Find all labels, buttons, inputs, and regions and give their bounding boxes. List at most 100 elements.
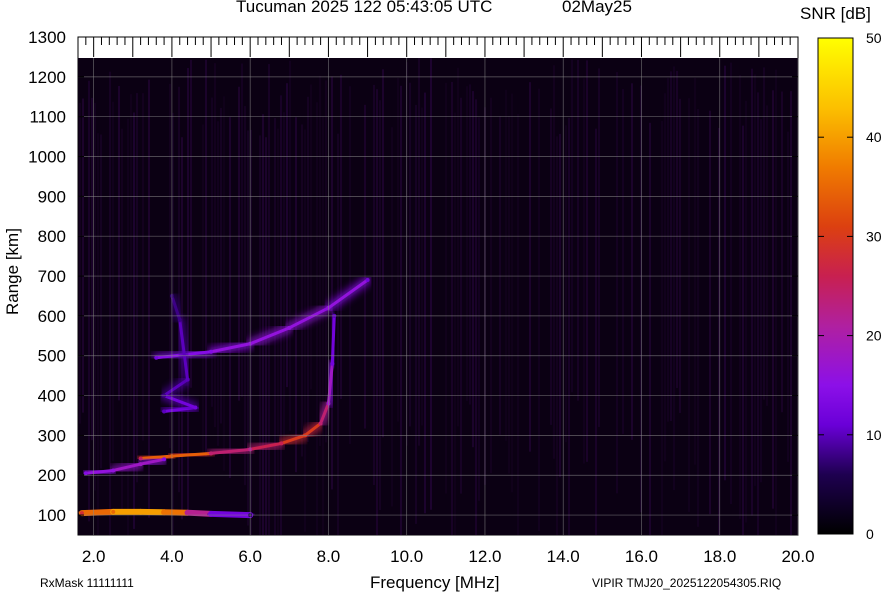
- trace-segment: [84, 468, 115, 475]
- y-tick-label: 200: [38, 466, 66, 485]
- trace-point: [138, 462, 143, 467]
- noise-columns: [79, 58, 792, 535]
- trace-point: [185, 510, 190, 515]
- noise-column: [673, 66, 675, 491]
- trace-point: [318, 421, 323, 426]
- trace-segment: [248, 326, 291, 346]
- trace-segment: [326, 362, 334, 406]
- trace-point: [79, 511, 84, 516]
- noise-column: [340, 74, 342, 399]
- x-tick-label: 18.0: [703, 547, 736, 566]
- x-tick-label: 14.0: [547, 547, 580, 566]
- noise-column: [238, 86, 240, 401]
- noise-column: [466, 86, 468, 401]
- noise-column: [172, 112, 174, 535]
- x-tick-label: 2.0: [82, 547, 106, 566]
- noise-column: [217, 121, 219, 446]
- trace-point: [185, 377, 190, 382]
- noise-column: [553, 65, 555, 459]
- noise-column: [148, 79, 150, 518]
- x-tick-label: 10.0: [390, 547, 423, 566]
- axis-ticks: [77, 36, 799, 516]
- noise-column: [505, 89, 507, 441]
- y-tick-label: 800: [38, 227, 66, 246]
- noise-column: [379, 100, 381, 511]
- noise-column: [178, 86, 180, 493]
- x-tick-label: 16.0: [625, 547, 658, 566]
- colorbar-tick-label: 20: [866, 328, 882, 344]
- grid-lines: [78, 58, 799, 535]
- y-tick-label: 900: [38, 187, 66, 206]
- noise-column: [556, 136, 558, 535]
- trace-point: [209, 451, 214, 456]
- noise-column: [751, 68, 753, 516]
- noise-column: [679, 98, 681, 413]
- noise-column: [550, 108, 552, 425]
- noise-column: [223, 96, 225, 471]
- trace-point: [279, 441, 284, 446]
- noise-column: [250, 129, 252, 535]
- trace-segment: [162, 378, 190, 398]
- noise-column: [109, 71, 111, 535]
- y-tick-label: 600: [38, 307, 66, 326]
- noise-column: [430, 58, 432, 510]
- noise-column: [205, 59, 207, 457]
- trace-point: [138, 456, 143, 461]
- noise-column: [130, 94, 132, 411]
- noise-column: [787, 131, 789, 462]
- noise-column: [742, 125, 744, 535]
- noise-column: [739, 74, 741, 519]
- noise-column: [214, 63, 216, 428]
- trace-point: [365, 278, 370, 283]
- noise-column: [142, 93, 144, 441]
- trace-point: [193, 405, 198, 410]
- noise-column: [187, 68, 189, 511]
- noise-column: [91, 97, 93, 441]
- noise-column: [136, 93, 138, 483]
- noise-column: [277, 128, 279, 535]
- noise-column: [760, 119, 762, 483]
- colorbar-tick-label: 50: [866, 30, 882, 46]
- noise-column: [319, 75, 321, 447]
- colorbar-tick-label: 0: [866, 526, 874, 542]
- noise-column: [190, 59, 192, 388]
- noise-column: [766, 105, 768, 406]
- noise-column: [133, 112, 135, 529]
- noise-column: [100, 134, 102, 469]
- noise-column: [730, 62, 732, 505]
- noise-column: [499, 116, 501, 435]
- x-tick-label: 4.0: [160, 547, 184, 566]
- noise-column: [565, 125, 567, 443]
- trace-point: [111, 468, 116, 473]
- trace-segment: [139, 457, 166, 466]
- noise-column: [373, 84, 375, 486]
- noise-column: [460, 97, 462, 494]
- noise-column: [316, 102, 318, 535]
- noise-column: [262, 114, 264, 535]
- noise-column: [568, 117, 570, 535]
- trace-point: [162, 510, 167, 515]
- noise-column: [697, 108, 699, 527]
- noise-column: [772, 90, 774, 509]
- noise-column: [670, 71, 672, 421]
- noise-column: [82, 98, 84, 413]
- noise-column: [229, 117, 231, 478]
- y-tick-label: 400: [38, 387, 66, 406]
- trace-point: [83, 471, 88, 476]
- noise-column: [310, 84, 312, 390]
- noise-column: [283, 112, 285, 443]
- noise-column: [775, 69, 777, 535]
- noise-column: [763, 67, 765, 400]
- noise-column: [304, 129, 306, 532]
- y-tick-labels: 100 200 300 400 500 600 700 800 900 1000 1100 1200 1…: [28, 28, 66, 525]
- noise-column: [241, 63, 243, 398]
- noise-column: [289, 60, 291, 431]
- trace-point: [154, 355, 159, 360]
- noise-column: [490, 97, 492, 474]
- noise-column: [337, 133, 339, 535]
- noise-column: [202, 124, 204, 455]
- noise-column: [631, 83, 633, 440]
- noise-column: [265, 137, 267, 535]
- trace-segment: [178, 318, 190, 382]
- noise-column: [169, 83, 171, 449]
